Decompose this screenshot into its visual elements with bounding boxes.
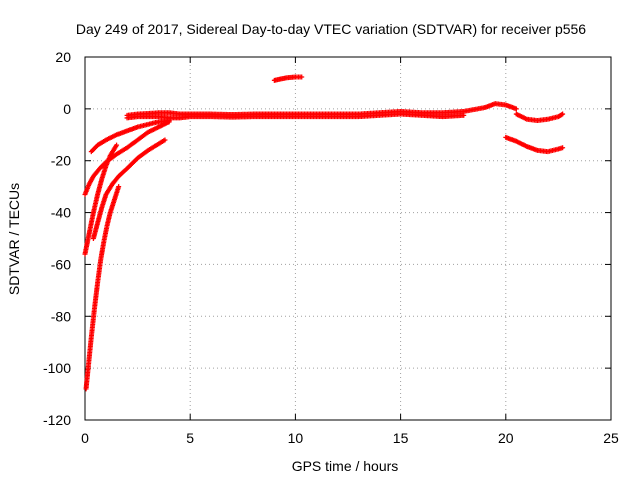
- data-point: [513, 106, 519, 112]
- data-point: [560, 111, 566, 117]
- x-tick-label: 0: [81, 430, 89, 446]
- y-tick-label: 0: [63, 101, 71, 117]
- y-tick-label: -20: [51, 153, 71, 169]
- y-tick-label: -80: [51, 308, 71, 324]
- data-point: [116, 184, 122, 190]
- axis-ticks: [84, 56, 612, 421]
- plot-frame: [84, 56, 612, 421]
- y-tick-label: -40: [51, 205, 71, 221]
- y-tick-label: -100: [43, 360, 71, 376]
- data-point: [560, 145, 566, 151]
- series-arc-late-negative: [503, 134, 566, 155]
- grid-lines: [85, 57, 611, 420]
- x-tick-labels: 0 5 10 15 20 25: [81, 430, 619, 446]
- data-point: [166, 119, 172, 125]
- x-tick-label: 5: [186, 430, 194, 446]
- x-axis-label: GPS time / hours: [292, 458, 399, 474]
- x-tick-label: 15: [393, 430, 409, 446]
- series-arc-early-steep: [83, 184, 122, 392]
- data-point: [114, 142, 120, 148]
- series-arc-early-top: [88, 118, 172, 155]
- x-tick-label: 10: [288, 430, 304, 446]
- series-arc-end-dip: [513, 111, 566, 124]
- chart-title: Day 249 of 2017, Sidereal Day-to-day VTE…: [76, 21, 586, 37]
- series-arc-main-lower: [124, 111, 467, 121]
- series-arc-early-lower: [90, 137, 168, 241]
- series-arc-early-mid: [82, 142, 120, 257]
- data-point: [299, 74, 305, 80]
- x-tick-label: 25: [603, 430, 619, 446]
- y-tick-label: 20: [55, 49, 71, 65]
- series-arc-early-upper: [82, 119, 172, 197]
- y-axis-label: SDTVAR / TECUs: [6, 183, 22, 295]
- y-tick-labels: -120 -100 -80 -60 -40 -20 0 20: [43, 49, 71, 428]
- data-points: [82, 74, 566, 392]
- data-point: [162, 137, 168, 143]
- series-arc-high: [271, 74, 305, 83]
- y-tick-label: -60: [51, 256, 71, 272]
- x-tick-label: 20: [498, 430, 514, 446]
- data-point: [461, 112, 467, 118]
- y-tick-label: -120: [43, 412, 71, 428]
